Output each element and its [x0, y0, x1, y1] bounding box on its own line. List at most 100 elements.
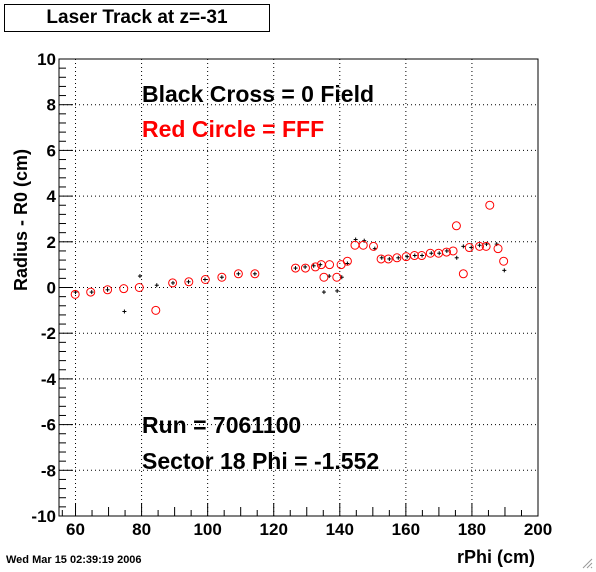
black-cross-point	[412, 253, 417, 258]
red-circle-point	[368, 241, 378, 251]
x-tick-label: 80	[132, 520, 151, 539]
annotation-sector: Sector 18 Phi = -1.552	[142, 448, 379, 474]
black-cross-point	[137, 274, 142, 279]
black-cross-point	[321, 290, 326, 295]
axis-ticks	[59, 58, 539, 517]
x-tick-label: 60	[66, 520, 85, 539]
x-axis-label: rPhi (cm)	[457, 547, 535, 567]
black-cross-point	[236, 271, 241, 276]
red-circle-point	[291, 263, 301, 273]
x-tick-label: 180	[458, 520, 486, 539]
timestamp: Wed Mar 15 02:39:19 2006	[6, 554, 142, 566]
red-circle-point	[250, 269, 260, 279]
red-circle-point	[475, 241, 485, 251]
annotation-black-cross: Black Cross = 0 Field	[142, 81, 374, 107]
red-circle-point	[233, 269, 243, 279]
black-cross-point	[105, 287, 110, 292]
red-circle-point	[441, 247, 451, 257]
y-tick-label: -10	[31, 507, 56, 526]
red-circle-point	[134, 283, 144, 292]
annotation-run: Run = 7061100	[142, 412, 301, 438]
red-circle-point	[200, 275, 210, 285]
red-circle-point	[464, 243, 474, 253]
black-cross-point	[502, 268, 507, 273]
black-cross-point	[469, 245, 474, 250]
red-circle-point	[319, 272, 329, 282]
y-tick-label: -2	[41, 324, 56, 343]
black-cross-point	[122, 309, 127, 314]
y-tick-label: 8	[47, 96, 56, 115]
y-tick-label: -4	[41, 370, 57, 389]
red-circle-point	[493, 244, 503, 254]
red-circle-point	[448, 246, 458, 256]
black-cross-point	[379, 255, 384, 260]
black-cross-point	[293, 266, 298, 271]
red-circle-point	[458, 269, 468, 279]
grid-lines	[59, 59, 538, 516]
red-circle-point	[358, 240, 368, 250]
black-cross-point	[461, 244, 466, 249]
black-cross-point	[154, 283, 159, 288]
resize-handle-icon[interactable]	[581, 557, 593, 569]
black-cross-point	[454, 255, 459, 260]
plot-frame	[58, 58, 539, 517]
red-circle-point	[151, 305, 161, 315]
red-circle-point	[217, 272, 227, 282]
black-cross-point	[219, 275, 224, 280]
y-axis-label: Radius - R0 (cm)	[11, 149, 31, 291]
red-circle-point	[332, 272, 342, 282]
red-circle-point	[86, 287, 96, 297]
y-tick-label: -6	[41, 416, 56, 435]
y-tick-labels: -10 -8 -6 -4 -2 0 2 4 6 8 10	[31, 50, 56, 526]
x-tick-label: 140	[326, 520, 354, 539]
red-circle-point	[409, 251, 419, 261]
x-tick-label: 160	[392, 520, 420, 539]
black-cross-point	[444, 248, 449, 253]
y-tick-label: 0	[47, 279, 56, 298]
red-circle-point	[342, 256, 352, 266]
black-cross-point	[252, 271, 257, 276]
red-circle-point	[310, 262, 320, 272]
y-tick-label: 6	[47, 141, 56, 160]
black-cross-point	[170, 280, 175, 285]
red-circle-point	[119, 284, 129, 294]
black-cross-point	[387, 256, 392, 261]
black-cross-point	[311, 263, 316, 268]
red-circle-point	[325, 260, 335, 270]
red-circle-point	[481, 241, 491, 251]
y-tick-label: 10	[37, 50, 56, 69]
black-cross-point	[203, 277, 208, 282]
black-cross-point	[420, 253, 425, 258]
red-circle-point	[184, 277, 194, 287]
red-circle-point	[168, 278, 178, 288]
black-cross-point	[429, 251, 434, 256]
y-tick-label: 2	[47, 233, 56, 252]
red-circle-point	[392, 253, 402, 263]
black-cross-point	[362, 238, 367, 243]
x-tick-label: 200	[524, 520, 552, 539]
x-tick-label: 120	[260, 520, 288, 539]
black-cross-point	[396, 255, 401, 260]
black-cross-point	[335, 288, 340, 293]
black-cross-point	[405, 254, 410, 259]
y-tick-label: 4	[47, 187, 57, 206]
chart-title: Laser Track at z=-31	[4, 4, 270, 32]
black-cross-point	[477, 243, 482, 248]
red-circle-point	[103, 285, 113, 295]
red-circle-point	[376, 254, 386, 264]
red-circle-point	[300, 263, 310, 273]
black-cross-point	[89, 290, 94, 295]
black-cross-point	[303, 264, 308, 269]
red-circle-point	[499, 256, 509, 266]
x-tick-labels: 60 80 100 120 140 160 180 200	[66, 520, 552, 539]
black-cross-point	[437, 251, 442, 256]
data-points	[70, 200, 509, 315]
red-circle-point	[451, 221, 461, 231]
black-cross-point	[186, 279, 191, 284]
red-circle-point	[417, 251, 427, 261]
y-tick-label: -8	[41, 461, 56, 480]
annotation-red-circle: Red Circle = FFF	[142, 116, 324, 142]
red-circle-point	[383, 254, 393, 264]
black-cross-point	[494, 242, 499, 247]
